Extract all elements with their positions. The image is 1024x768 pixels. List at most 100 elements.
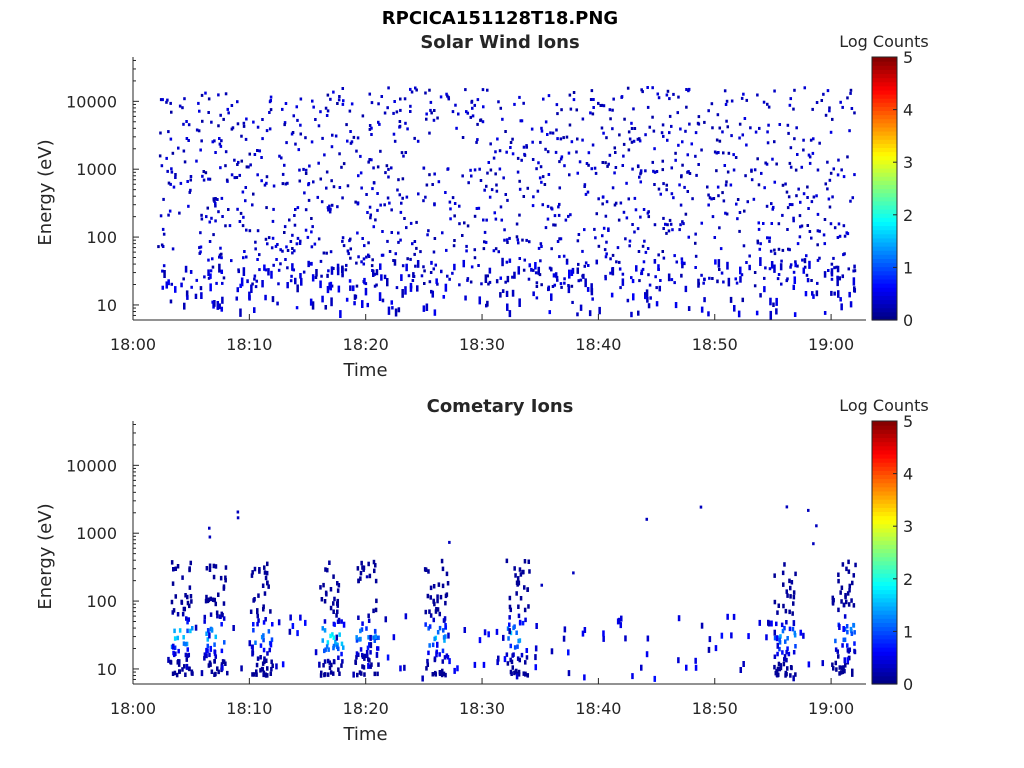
heatmap-cell [322, 663, 325, 668]
heatmap-cell [337, 98, 341, 102]
heatmap-cell [374, 578, 378, 584]
heatmap-cell [170, 170, 174, 174]
heatmap-cell [386, 239, 389, 243]
heatmap-cell [634, 208, 638, 212]
heatmap-cell [841, 562, 845, 567]
heatmap-cell [186, 295, 189, 300]
heatmap-cell [170, 560, 174, 565]
heatmap-cell [405, 195, 409, 199]
heatmap-cell [739, 667, 743, 673]
heatmap-cell [707, 646, 711, 653]
heatmap-cell [189, 178, 193, 182]
heatmap-cell [631, 167, 634, 171]
heatmap-cell [453, 202, 457, 205]
heatmap-cell [355, 651, 359, 656]
heatmap-cell [220, 256, 223, 260]
heatmap-cell [478, 296, 482, 305]
heatmap-cell [376, 646, 380, 651]
heatmap-cell [785, 505, 789, 509]
heatmap-cell [744, 174, 747, 178]
heatmap-cell [355, 284, 359, 288]
heatmap-cell [773, 629, 777, 636]
heatmap-cell [618, 267, 622, 271]
heatmap-cell [715, 151, 719, 155]
colorbar-segment [872, 69, 897, 75]
heatmap-cell [288, 218, 291, 222]
heatmap-cell [370, 126, 373, 130]
heatmap-cell [253, 277, 256, 281]
heatmap-cell [298, 168, 301, 172]
heatmap-cell [404, 151, 408, 154]
colorbar-segment [872, 556, 897, 562]
x-tick-label: 18:50 [692, 699, 738, 718]
heatmap-cell [311, 99, 314, 103]
heatmap-cell [758, 126, 761, 130]
heatmap-cell [831, 595, 835, 601]
heatmap-cell [185, 120, 188, 123]
heatmap-cell [773, 654, 777, 659]
heatmap-cell [341, 236, 345, 240]
heatmap-cell [476, 122, 479, 126]
heatmap-cell [427, 626, 430, 631]
colorbar-segment [872, 474, 897, 480]
heatmap-cell [203, 614, 207, 620]
heatmap-cell [433, 172, 436, 176]
heatmap-cell [571, 300, 574, 304]
heatmap-cell [540, 180, 543, 184]
heatmap-cell [803, 265, 807, 269]
heatmap-cell [773, 264, 776, 273]
heatmap-cell [614, 166, 618, 169]
heatmap-cell [792, 601, 795, 606]
heatmap-cell [288, 628, 292, 635]
heatmap-cell [671, 228, 674, 232]
heatmap-cell [584, 192, 588, 196]
colorbar-segment [872, 667, 897, 673]
heatmap-cell [357, 578, 360, 584]
heatmap-cell [602, 226, 606, 230]
heatmap-cell [782, 603, 785, 609]
heatmap-cell [362, 257, 366, 261]
heatmap-cell [651, 160, 655, 164]
heatmap-cell [781, 570, 785, 576]
heatmap-cell [263, 591, 267, 596]
heatmap-cell [720, 271, 724, 275]
heatmap-cell [352, 135, 356, 139]
heatmap-cell [329, 587, 333, 592]
heatmap-cell [320, 274, 323, 278]
heatmap-cell [560, 155, 564, 159]
colorbar-segment [872, 307, 897, 313]
x-tick-label: 18:20 [343, 699, 389, 718]
heatmap-cell [829, 130, 833, 134]
heatmap-cell [427, 229, 430, 233]
heatmap-cell [261, 137, 264, 141]
heatmap-cell [518, 187, 522, 191]
heatmap-cell [433, 237, 437, 240]
heatmap-cell [647, 273, 650, 277]
heatmap-cell [256, 608, 259, 613]
heatmap-cell [544, 147, 547, 151]
heatmap-cell [323, 628, 327, 633]
heatmap-cell [397, 178, 400, 182]
heatmap-cell [277, 282, 280, 286]
heatmap-cell [433, 309, 437, 316]
heatmap-cell [215, 281, 218, 285]
heatmap-cell [743, 209, 746, 213]
heatmap-cell [377, 120, 380, 124]
heatmap-cell [758, 619, 762, 626]
heatmap-cell [540, 245, 543, 248]
heatmap-cell [430, 260, 433, 265]
heatmap-cell [372, 225, 376, 229]
heatmap-cell [211, 140, 215, 144]
heatmap-cell [540, 283, 543, 287]
heatmap-cell [789, 673, 792, 678]
heatmap-cell [499, 292, 502, 298]
heatmap-cell [204, 171, 208, 175]
heatmap-cell [176, 660, 180, 665]
heatmap-cell [793, 633, 797, 638]
heatmap-cell [646, 247, 650, 250]
panel-solar-wind-ions: 18:00 18:10 18:20 18:30 18:40 18:50 19:0010100… [35, 32, 929, 381]
heatmap-cell [449, 217, 452, 221]
heatmap-cell [259, 668, 262, 673]
heatmap-cell [581, 117, 585, 121]
heatmap-cell [401, 196, 404, 200]
